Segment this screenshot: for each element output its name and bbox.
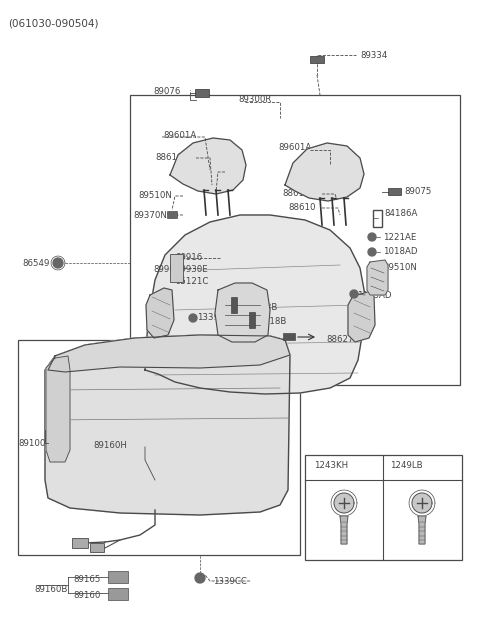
Text: 1123AD: 1123AD <box>357 290 392 300</box>
Text: 1221AE: 1221AE <box>383 233 416 241</box>
Text: 89334: 89334 <box>360 50 387 60</box>
Polygon shape <box>195 573 205 583</box>
Text: 1339CD: 1339CD <box>197 313 231 322</box>
Bar <box>283 333 295 340</box>
Bar <box>90 543 104 552</box>
Polygon shape <box>418 516 426 544</box>
Text: 88610C: 88610C <box>155 152 189 162</box>
Text: 89075: 89075 <box>404 187 432 195</box>
Text: 89160H: 89160H <box>93 440 127 450</box>
Polygon shape <box>412 493 432 513</box>
Polygon shape <box>285 143 364 201</box>
Text: 89510N: 89510N <box>383 264 417 272</box>
Polygon shape <box>348 292 375 342</box>
Text: 89165: 89165 <box>73 575 100 585</box>
Polygon shape <box>334 493 354 513</box>
Polygon shape <box>367 260 388 295</box>
Text: 89100: 89100 <box>18 439 46 447</box>
Text: 84186A: 84186A <box>384 210 418 218</box>
Bar <box>249 312 255 328</box>
Bar <box>108 571 128 583</box>
Bar <box>305 455 462 560</box>
Polygon shape <box>146 288 174 338</box>
Text: 1018AD: 1018AD <box>383 248 418 256</box>
Bar <box>310 56 324 63</box>
Text: 89601A: 89601A <box>278 144 311 152</box>
Text: 89160B: 89160B <box>34 585 67 595</box>
Text: 88627: 88627 <box>326 335 353 343</box>
Bar <box>18 340 300 555</box>
Text: 89930E: 89930E <box>175 264 208 274</box>
Text: 89318B: 89318B <box>244 304 277 312</box>
Bar <box>167 211 177 218</box>
Polygon shape <box>189 314 197 322</box>
Polygon shape <box>45 335 290 515</box>
Bar <box>170 254 183 282</box>
Polygon shape <box>170 138 246 194</box>
Text: 1339CC: 1339CC <box>213 577 247 585</box>
Text: 89160: 89160 <box>73 592 100 600</box>
Text: 89601A: 89601A <box>163 131 196 139</box>
Polygon shape <box>53 258 63 268</box>
Bar <box>72 538 88 548</box>
Text: 89510N: 89510N <box>138 190 172 200</box>
Text: 1243KH: 1243KH <box>314 460 348 470</box>
Polygon shape <box>48 335 290 372</box>
Text: (061030-090504): (061030-090504) <box>8 18 98 28</box>
Polygon shape <box>368 233 376 241</box>
Text: 89076: 89076 <box>153 88 180 96</box>
Bar <box>130 95 460 385</box>
Text: 88610C: 88610C <box>282 188 315 198</box>
Bar <box>231 297 237 313</box>
Text: 89318B: 89318B <box>253 317 287 327</box>
Polygon shape <box>46 356 70 462</box>
Polygon shape <box>145 215 365 394</box>
Text: 89900: 89900 <box>153 264 180 274</box>
Polygon shape <box>350 290 358 298</box>
Text: 89916: 89916 <box>175 253 202 261</box>
Text: 1249LB: 1249LB <box>390 460 422 470</box>
Polygon shape <box>215 283 270 342</box>
Polygon shape <box>368 248 376 256</box>
Bar <box>195 89 209 97</box>
Polygon shape <box>340 516 348 544</box>
Text: 88610: 88610 <box>288 203 315 211</box>
Text: 89300R: 89300R <box>238 96 271 104</box>
Bar <box>108 588 128 600</box>
Bar <box>373 210 382 227</box>
Text: 89370N: 89370N <box>133 210 167 220</box>
Text: 86549: 86549 <box>22 259 49 267</box>
Bar <box>388 188 401 195</box>
Text: 88610: 88610 <box>200 167 228 175</box>
Text: 95121C: 95121C <box>175 277 208 285</box>
